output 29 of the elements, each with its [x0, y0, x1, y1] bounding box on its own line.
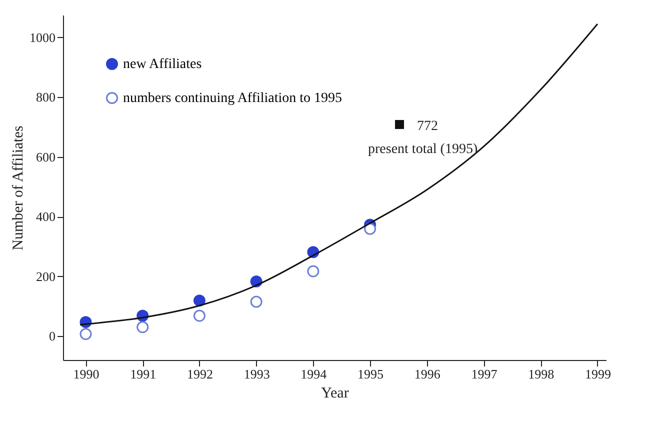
x-tick-label: 1994: [300, 366, 328, 382]
point: [307, 265, 320, 278]
x-tick-label: 1991: [130, 366, 156, 382]
x-tick-label: 1996: [414, 366, 441, 382]
point: [250, 296, 262, 308]
point: [193, 294, 206, 307]
x-tick-label: 1997: [471, 366, 498, 382]
x-tick-label: 1999: [584, 366, 611, 382]
x-tick-label: 1995: [358, 366, 384, 382]
y-tick-label: 600: [36, 149, 56, 164]
y-axis-title: Number of Affiliates: [10, 125, 26, 250]
y-tick-label: 0: [49, 328, 56, 344]
point: [364, 222, 376, 235]
x-tick-label: 1992: [186, 366, 213, 382]
y-tick-label: 800: [36, 90, 56, 105]
point: [193, 310, 206, 322]
x-tick-label: 1993: [244, 366, 270, 382]
point: [80, 328, 92, 340]
x-axis-title: Year: [321, 386, 349, 402]
y-tick-label: 200: [36, 268, 56, 284]
annotation: present total (1995): [368, 142, 478, 157]
x-tick-label: 1998: [528, 366, 554, 382]
annotation: 772: [417, 119, 438, 134]
legend-label: new Affiliates: [123, 57, 202, 72]
point: [136, 321, 149, 334]
legend-label: numbers continuing Affiliation to 1995: [123, 91, 342, 106]
x-tick-label: 1990: [73, 366, 100, 382]
y-tick-label: 400: [36, 209, 56, 224]
y-tick-label: 1000: [30, 30, 56, 45]
